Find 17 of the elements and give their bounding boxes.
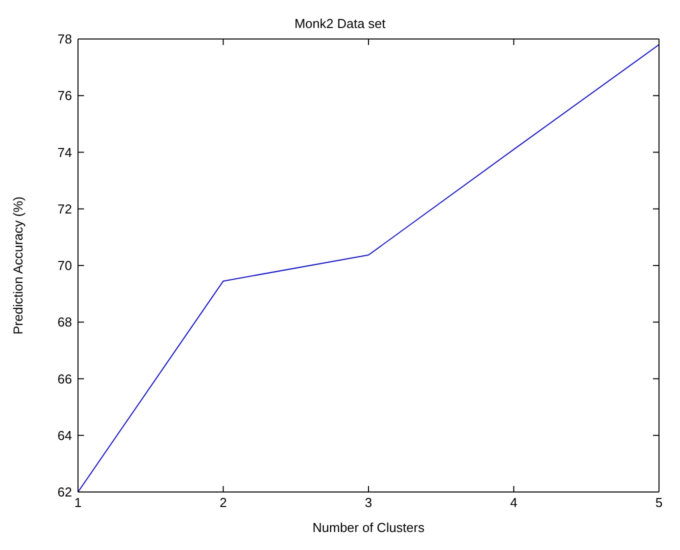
x-tick-label: 1: [74, 495, 82, 510]
y-tick-label: 74: [58, 144, 72, 160]
y-axis-title: Prediction Accuracy (%): [10, 196, 26, 334]
y-tick-label: 68: [58, 314, 72, 330]
x-tick-label: 3: [364, 495, 372, 510]
y-tick-label: 66: [58, 371, 72, 386]
y-tick-label: 72: [58, 201, 72, 216]
y-tick-label: 62: [58, 484, 72, 500]
x-tick-label: 2: [220, 495, 227, 510]
y-tick-label: 64: [58, 428, 72, 443]
x-tick-label: 4: [510, 495, 518, 510]
x-axis-title: Number of Clusters: [312, 520, 425, 535]
chart-title: Monk2 Data set: [293, 16, 387, 31]
x-tick-label: 5: [655, 495, 663, 510]
y-tick-label: 76: [58, 88, 72, 104]
y-tick-label: 78: [58, 32, 72, 47]
y-tick-label: 70: [58, 258, 72, 274]
